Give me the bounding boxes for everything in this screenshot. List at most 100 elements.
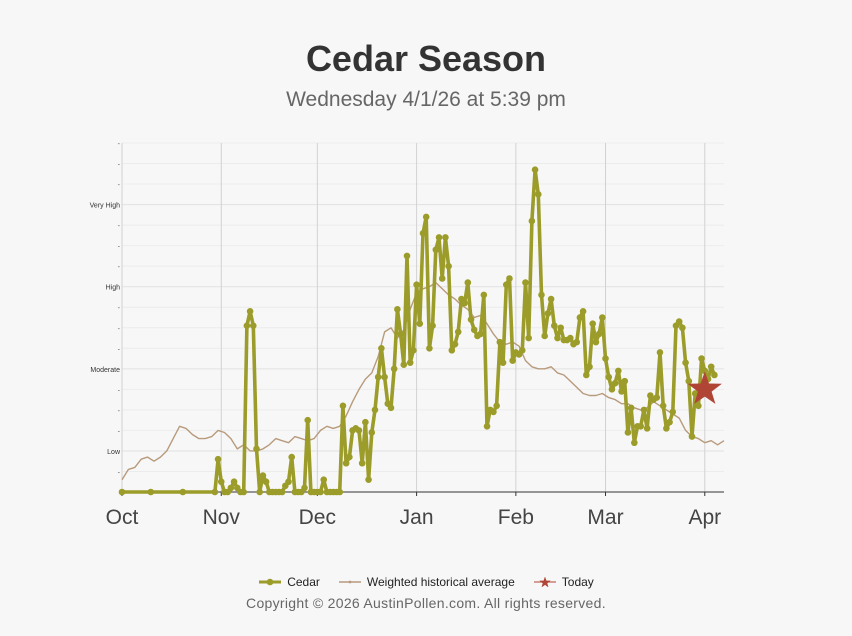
series-cedar (118, 166, 718, 496)
cedar-point (557, 324, 564, 332)
cedar-point (410, 347, 417, 354)
cedar-point (615, 367, 622, 375)
cedar-point (579, 308, 587, 315)
cedar-point (243, 322, 251, 330)
cedar-point (653, 394, 661, 401)
cedar-point (304, 416, 312, 424)
cedar-point (422, 213, 430, 221)
cedar-point (602, 355, 609, 362)
cedar-point (666, 418, 673, 426)
cedar-point (502, 281, 510, 288)
cedar-point (317, 488, 324, 496)
cedar-point (595, 330, 603, 338)
legend-cedar-dot (266, 578, 274, 586)
cedar-point (506, 275, 513, 282)
y-minor-tick-label: - (118, 469, 121, 476)
cedar-point (256, 488, 263, 496)
cedar-point (627, 404, 635, 412)
cedar-point (631, 439, 638, 447)
cedar-point (467, 316, 475, 323)
x-tick-label: Feb (498, 506, 534, 529)
cedar-point (483, 423, 491, 430)
series-weighted-average (121, 281, 725, 481)
cedar-point (573, 338, 581, 346)
chart-legend: Cedar Weighted historical average Today (0, 575, 852, 589)
y-minor-tick-label: - (118, 141, 121, 148)
cedar-point (679, 324, 686, 332)
cedar-point (394, 305, 401, 313)
chart-subtitle: Wednesday 4/1/26 at 5:39 pm (286, 88, 566, 111)
cedar-point (448, 347, 456, 354)
cedar-point (589, 320, 597, 327)
cedar-point (541, 332, 548, 340)
cedar-point (454, 328, 462, 336)
cedar-point (566, 334, 574, 342)
cedar-point (413, 281, 420, 288)
y-minor-tick-label: - (118, 305, 121, 312)
y-minor-tick-label: - (118, 162, 121, 169)
cedar-point (624, 429, 632, 436)
legend-item-average[interactable]: Weighted historical average (338, 575, 515, 589)
cedar-point (586, 363, 593, 371)
cedar-point (550, 322, 558, 330)
legend-item-cedar[interactable]: Cedar (258, 575, 320, 589)
cedar-point (419, 230, 427, 237)
cedar-point (621, 377, 629, 385)
cedar-point (583, 371, 590, 379)
copyright-text: Copyright © 2026 AustinPollen.com. All r… (246, 595, 606, 611)
cedar-point (118, 488, 126, 496)
cedar-point (432, 246, 440, 254)
cedar-point (378, 344, 385, 352)
cedar-point (544, 310, 552, 317)
x-tick-label: Apr (688, 506, 721, 529)
cedar-point (227, 484, 235, 492)
y-minor-tick-label: - (118, 326, 121, 333)
cedar-point (688, 433, 696, 440)
cedar-point (509, 357, 516, 364)
cedar-point (240, 488, 247, 496)
cedar-point (599, 314, 606, 321)
x-tick-label: Mar (587, 506, 623, 529)
legend-label-today: Today (561, 575, 594, 589)
cedar-point (262, 478, 270, 486)
cedar-point (659, 402, 667, 410)
cedar-point (285, 478, 292, 486)
cedar-point (365, 476, 372, 483)
cedar-point (698, 355, 705, 362)
cedar-point (701, 367, 709, 375)
cedar-point (643, 425, 651, 432)
cedar-point (217, 478, 225, 486)
cedar-point (438, 275, 446, 282)
cedar-point (390, 365, 398, 373)
cedar-point (522, 279, 529, 286)
cedar-point (576, 314, 584, 321)
cedar-point (480, 291, 488, 299)
cedar-point (707, 363, 715, 371)
cedar-point (358, 459, 366, 467)
cedar-point (429, 322, 436, 330)
cedar-point (470, 326, 478, 334)
x-tick-label: Oct (106, 506, 139, 529)
cedar-point (611, 379, 619, 387)
y-minor-tick-label: - (118, 346, 121, 353)
average-line (121, 281, 725, 481)
legend-swatch-today (533, 577, 556, 587)
cedar-point (490, 408, 497, 416)
legend-label-cedar: Cedar (287, 575, 320, 589)
cedar-point (608, 386, 616, 393)
cedar-point (442, 234, 449, 241)
cedar-point (246, 308, 254, 315)
cedar-point (355, 427, 363, 434)
x-axis-labels: Oct Nov Dec Jan Feb Mar Apr (106, 506, 721, 529)
cedar-point (451, 340, 459, 348)
cedar-point (534, 191, 542, 198)
cedar-point (374, 373, 382, 381)
cedar-point (368, 429, 376, 436)
cedar-point (288, 453, 296, 461)
legend-today-star (539, 577, 551, 587)
cedar-point (211, 488, 219, 496)
legend-item-today[interactable]: Today (533, 575, 594, 589)
cedar-point (656, 349, 664, 356)
cedar-point (214, 455, 222, 463)
